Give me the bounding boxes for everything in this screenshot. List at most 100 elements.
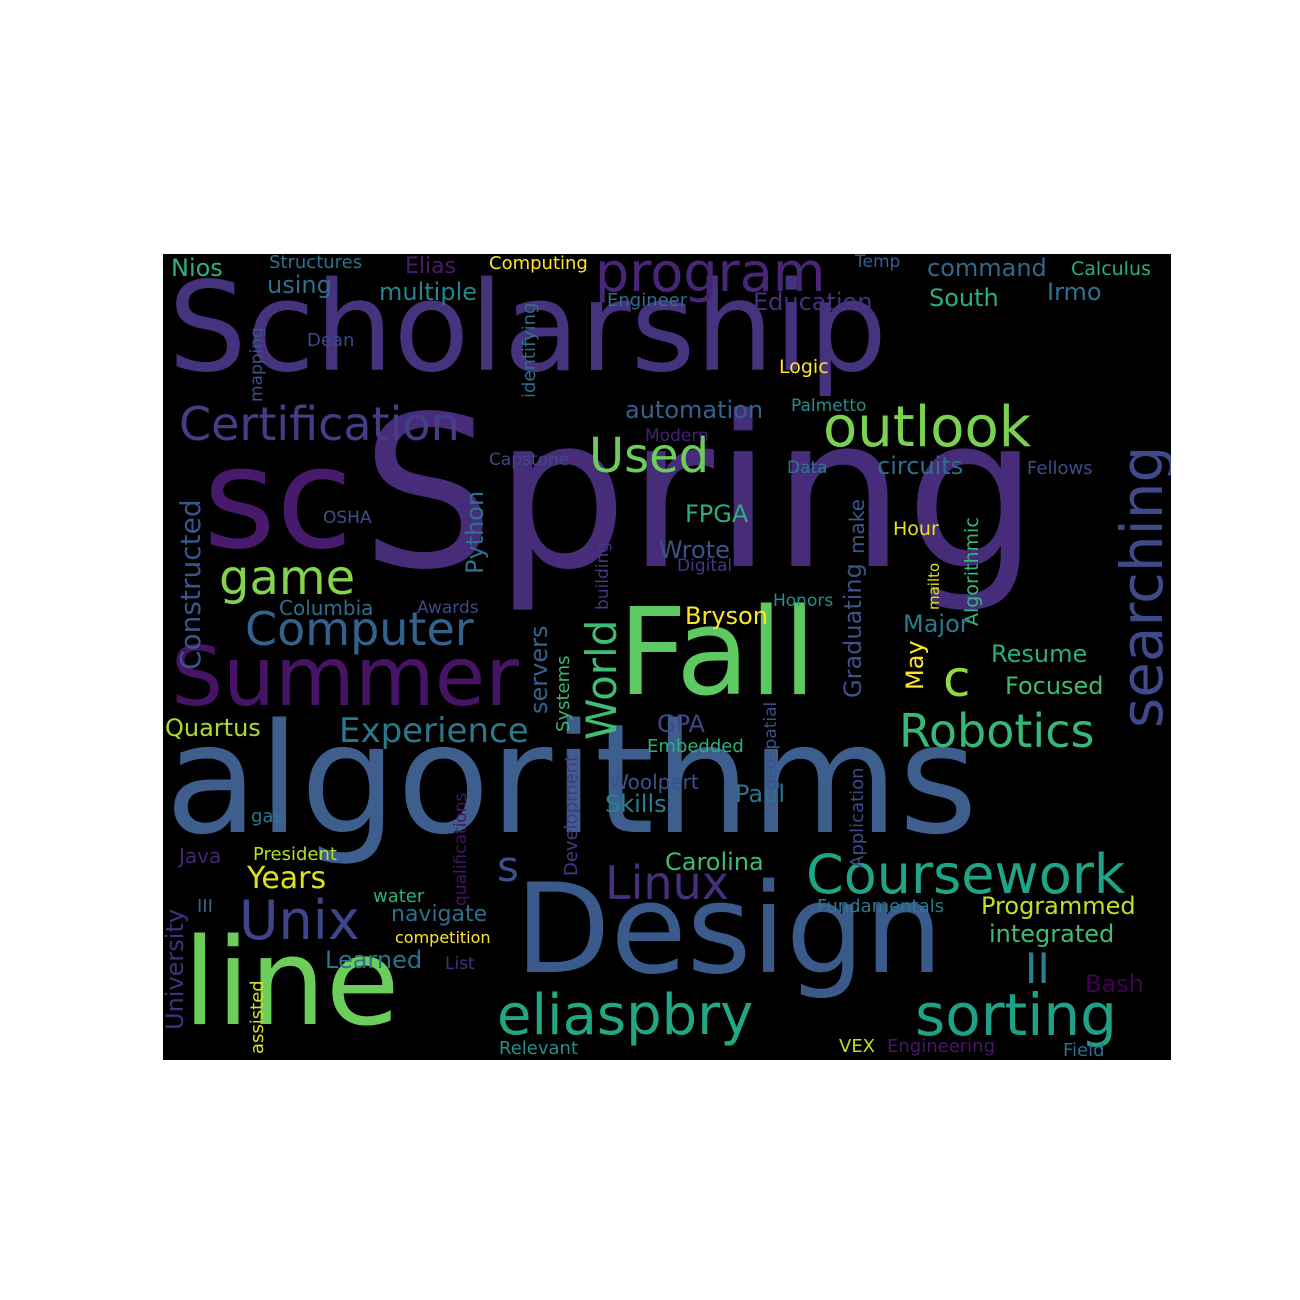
word-woolpert: Woolpert (609, 770, 699, 794)
word-coursework: Coursework (806, 843, 1126, 906)
word-logic: Logic (779, 356, 829, 378)
word-make: make (845, 499, 869, 554)
word-geospatial: geospatial (761, 701, 781, 790)
word-searching: searching (1108, 445, 1171, 728)
word-cloud: Scholarship Spring sc algorithms Design … (163, 254, 1171, 1060)
word-focused: Focused (1005, 672, 1104, 700)
word-major: Major (903, 610, 970, 638)
word-fpga: FPGA (685, 500, 749, 528)
word-s: s (497, 842, 519, 891)
word-constructed: Constructed (174, 499, 207, 670)
word-data: Data (787, 458, 828, 478)
word-elias: Elias (405, 254, 457, 279)
word-programmed: Programmed (981, 892, 1136, 920)
word-command: command (927, 254, 1047, 282)
word-south: South (929, 284, 999, 312)
word-columbia: Columbia (279, 596, 374, 620)
word-certification: Certification (179, 397, 460, 451)
word-education: Education (753, 288, 873, 316)
word-servers: servers (525, 625, 553, 714)
word-president: President (253, 844, 337, 865)
word-fall: Fall (618, 584, 817, 723)
word-nios: Nios (171, 254, 223, 282)
word-skills: Skills (605, 790, 667, 818)
word-experience: Experience (339, 711, 529, 751)
word-eliaspbry: eliaspbry (497, 983, 754, 1048)
word-development: Development (561, 754, 582, 876)
word-computer: Computer (245, 602, 474, 656)
word-computing: Computing (489, 254, 588, 274)
word-paul: Paul (735, 780, 785, 808)
word-fundamentals: Fundamentals (817, 896, 945, 917)
word-engineer: Engineer (607, 290, 688, 311)
word-python: Python (461, 490, 489, 574)
word-learned: Learned (325, 946, 423, 974)
word-competition: competition (395, 928, 491, 947)
word-summer: Summer (171, 630, 519, 725)
word-structures: Structures (269, 254, 363, 273)
word-integrated: integrated (989, 920, 1115, 948)
word-calculus: Calculus (1071, 258, 1151, 280)
word-capstone: Capstone (489, 450, 570, 470)
word-fellows: Fellows (1027, 458, 1093, 479)
word-university: University (163, 908, 189, 1030)
word-robotics: Robotics (899, 704, 1095, 758)
word-bryson: Bryson (685, 602, 768, 630)
word-sorting: sorting (915, 981, 1117, 1049)
word-relevant: Relevant (499, 1038, 578, 1059)
word-spring: Spring (361, 371, 1039, 616)
word-gpa: GPA (657, 710, 705, 738)
word-program: program (595, 254, 826, 304)
word-temp: Temp (855, 254, 901, 272)
word-may: May (901, 640, 929, 690)
word-embedded: Embedded (647, 736, 744, 757)
word-years: Years (247, 861, 327, 896)
word-vex: VEX (839, 1036, 876, 1057)
word-sc: sc (203, 418, 353, 581)
word-quartus: Quartus (165, 714, 261, 742)
word-water: water (373, 886, 425, 907)
word-navigate: navigate (391, 902, 488, 927)
word-field: Field (1063, 1040, 1105, 1060)
word-assisted: assisted (247, 980, 268, 1054)
word-carolina: Carolina (665, 848, 764, 876)
word-linux: Linux (605, 856, 729, 910)
word-algorithms: algorithms (165, 691, 978, 868)
word-world: World (577, 619, 626, 740)
word-scholarship: Scholarship (168, 256, 888, 400)
word-application: Application (847, 767, 868, 868)
word-palmetto: Palmetto (791, 396, 867, 416)
word-java: Java (179, 844, 222, 868)
word-used: Used (589, 428, 710, 484)
word-mailto: mailto (925, 562, 943, 610)
word-digital: Digital (677, 556, 733, 576)
word-irmo: Irmo (1047, 278, 1102, 306)
word-building: building (593, 541, 613, 610)
word-multiple: multiple (379, 278, 478, 306)
word-dean: Dean (307, 330, 355, 351)
word-systems: Systems (553, 655, 574, 733)
word-osha: OSHA (323, 508, 372, 528)
word-identifying: identifying (519, 302, 540, 398)
word-automation: automation (625, 396, 764, 424)
word-using: using (267, 271, 332, 299)
word-circuits: circuits (877, 452, 964, 480)
word-ii: II (1025, 944, 1050, 993)
word-bash: Bash (1085, 970, 1144, 998)
word-line: line (183, 914, 400, 1053)
word-c: c (943, 650, 971, 708)
word-engineering: Engineering (887, 1036, 995, 1057)
word-modern: Modern (645, 426, 709, 446)
word-awards: Awards (417, 598, 479, 618)
word-hour: Hour (893, 518, 939, 540)
word-outlook: outlook (823, 395, 1032, 460)
word-gas: gas (251, 806, 283, 827)
word-mapping: mapping (247, 327, 267, 402)
word-wrote: Wrote (659, 536, 730, 564)
word-list: List (445, 954, 475, 974)
word-resume: Resume (991, 640, 1088, 668)
word-game: game (219, 550, 356, 606)
word-iii: III (197, 896, 213, 917)
word-qualifications: qualifications (451, 792, 471, 906)
word-honors: Honors (773, 591, 834, 611)
